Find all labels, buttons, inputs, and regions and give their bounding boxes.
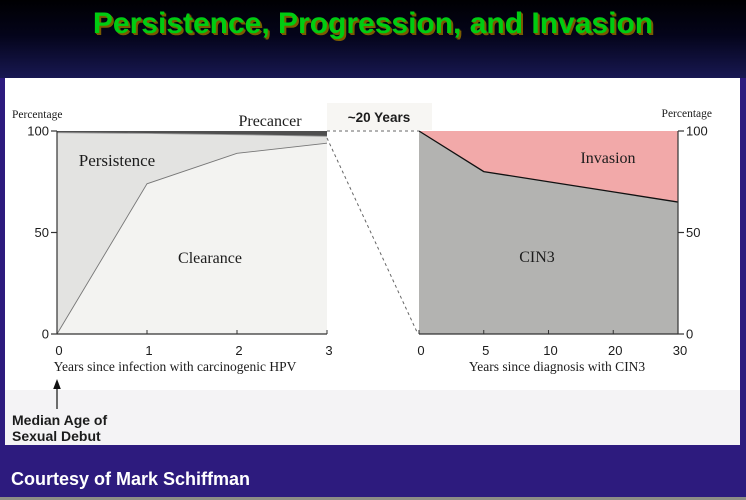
figure-area: 0 50 100 0 1 2 3 0 50 100 0 5 10 20 30 ~20 Years Perc… — [5, 78, 740, 445]
median-age-caption-line1: Median Age of — [12, 412, 107, 428]
persistence-area-label: Persistence — [79, 151, 155, 170]
boundary-persistence — [56, 132, 328, 137]
left-ylabel: Percentage — [12, 109, 62, 121]
x-tick-label: 0 — [417, 343, 424, 358]
boundary-clearance — [56, 142, 328, 335]
x-tick-label: 10 — [543, 343, 557, 358]
bottom-strip — [0, 497, 746, 500]
x-tick-label: 0 — [55, 343, 62, 358]
median-age-caption-line2: Sexual Debut — [12, 428, 101, 444]
y-tick-label: 100 — [686, 124, 708, 139]
title-banner: Persistence, Progression, and Invasion — [0, 0, 746, 78]
y-tick-label: 0 — [42, 327, 49, 342]
footer-bar: Courtesy of Mark Schiffman — [0, 445, 746, 497]
y-tick-label: 0 — [686, 327, 693, 342]
invasion-area-label: Invasion — [580, 150, 635, 167]
right-ylabel: Percentage — [662, 108, 712, 120]
footer-tint — [5, 390, 740, 445]
area-invasion — [419, 131, 678, 203]
x-tick-label: 2 — [235, 343, 242, 358]
clearance-area-label: Clearance — [178, 250, 242, 267]
left-xlabel: Years since infection with carcinogenic … — [54, 359, 297, 374]
duration-label: ~20 Years — [348, 110, 410, 125]
right-xlabel: Years since diagnosis with CIN3 — [469, 359, 646, 374]
precancer-area-label: Precancer — [238, 113, 302, 130]
x-tick-label: 30 — [673, 343, 687, 358]
area-persistence — [57, 132, 327, 334]
x-tick-label: 1 — [145, 343, 152, 358]
slide-title: Persistence, Progression, and Invasion — [92, 7, 654, 40]
area-cin3 — [419, 131, 678, 334]
cin3-invasion-chart: 0 50 100 0 5 10 20 30 — [417, 124, 707, 359]
y-tick-label: 50 — [35, 225, 49, 240]
cin3-area-label: CIN3 — [519, 249, 555, 266]
boundary-cin3 — [418, 130, 679, 203]
connector-dashed-diagonal — [326, 137, 418, 333]
area-clearance — [57, 143, 327, 334]
x-tick-label: 5 — [482, 343, 489, 358]
median-age-arrow-icon — [53, 379, 61, 389]
chart-figure: 0 50 100 0 1 2 3 0 50 100 0 5 10 20 30 ~20 Years Perc… — [5, 103, 740, 445]
y-tick-label: 50 — [686, 225, 700, 240]
credit-text: Courtesy of Mark Schiffman — [11, 469, 251, 489]
x-tick-label: 3 — [325, 343, 332, 358]
hpv-clearance-chart: 0 50 100 0 1 2 3 — [27, 124, 332, 359]
x-tick-label: 20 — [608, 343, 622, 358]
y-tick-label: 100 — [27, 124, 49, 139]
duration-label-box — [327, 103, 432, 130]
